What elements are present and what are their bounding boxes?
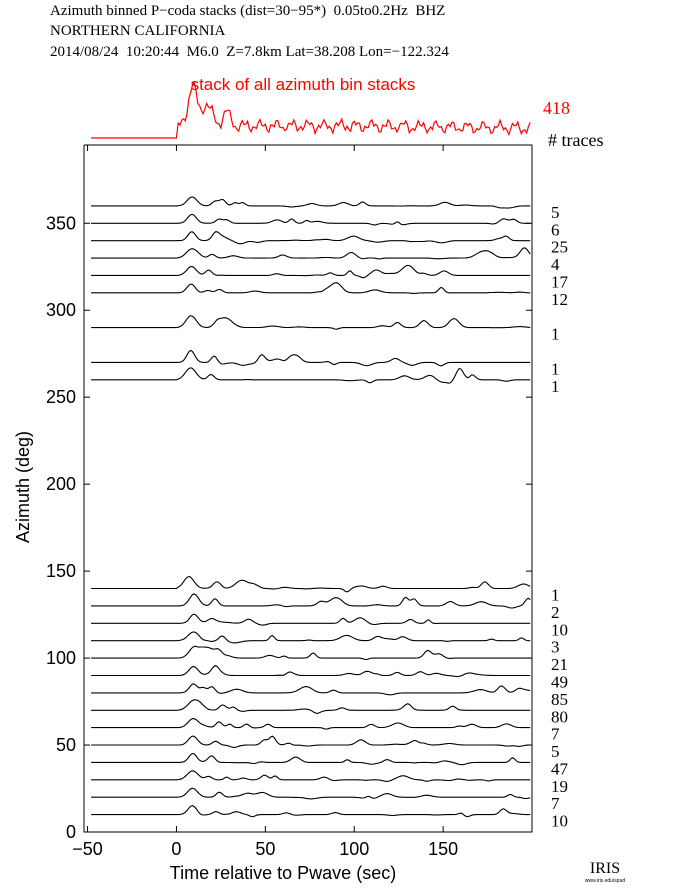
x-axis-label: Time relative to Pwave (sec) [170, 863, 396, 883]
trace-count-label: 47 [551, 759, 569, 778]
trace-line [91, 282, 531, 294]
trace-count-label: 21 [551, 655, 568, 674]
y-tick-label: 250 [46, 387, 76, 407]
trace-count-label: 6 [551, 220, 560, 239]
trace-count-label: 85 [551, 690, 568, 709]
trace-count-label: 1 [551, 377, 560, 396]
y-tick-label: 100 [46, 648, 76, 668]
trace-line [91, 631, 531, 644]
trace-line [91, 231, 531, 245]
trace-count-label: 5 [551, 203, 560, 222]
trace-count-label: 7 [551, 725, 560, 744]
trace-count-label: 10 [551, 812, 568, 831]
stack-count: 418 [543, 98, 570, 118]
x-tick-label: 50 [255, 839, 275, 859]
trace-line [91, 349, 531, 367]
x-tick-label: 0 [171, 839, 181, 859]
x-tick-label: 150 [428, 839, 458, 859]
trace-count-label: 25 [551, 238, 568, 257]
y-tick-label: 50 [56, 735, 76, 755]
trace-line [91, 575, 531, 593]
iris-logo-url: www.iris.edu/spud [585, 878, 626, 884]
trace-line [91, 699, 531, 714]
trace-line [91, 593, 531, 609]
trace-count-label: 1 [551, 586, 560, 605]
trace-line [91, 213, 531, 226]
trace-line [91, 683, 531, 696]
plot-frame [83, 144, 533, 833]
trace-count-label: 4 [551, 255, 560, 274]
trace-line [91, 752, 531, 766]
trace-line [91, 804, 531, 818]
trace-line [91, 367, 531, 384]
trace-count-label: 5 [551, 742, 560, 761]
count-header: # traces [548, 130, 603, 150]
trace-line [91, 613, 531, 626]
y-tick-label: 0 [66, 822, 76, 842]
y-tick-label: 350 [46, 213, 76, 233]
trace-count-label: 17 [551, 272, 569, 291]
trace-line [91, 735, 531, 748]
trace-line [91, 247, 531, 260]
trace-count-label: 1 [551, 359, 560, 378]
trace-line [91, 787, 531, 800]
trace-line [91, 645, 531, 661]
trace-count-label: 12 [551, 290, 568, 309]
y-axis-label: Azimuth (deg) [13, 431, 33, 543]
trace-count-label: 49 [551, 672, 568, 691]
trace-line [91, 264, 531, 279]
trace-count-label: 10 [551, 620, 568, 639]
summary-stack-group [91, 80, 531, 139]
trace-count-label: 3 [551, 638, 560, 657]
trace-count-label: 80 [551, 707, 568, 726]
trace-line [91, 664, 531, 678]
iris-logo-text: IRIS [590, 860, 620, 877]
trace-count-label: 19 [551, 777, 568, 796]
trace-count-label: 7 [551, 794, 560, 813]
iris-logo: IRIS www.iris.edu/spud [585, 860, 626, 884]
trace-count-label: 2 [551, 603, 560, 622]
y-tick-label: 300 [46, 300, 76, 320]
stack-label: stack of all azimuth bin stacks [191, 75, 416, 94]
trace-line [91, 770, 531, 782]
trace-count-label: 1 [551, 325, 560, 344]
trace-line [91, 718, 531, 730]
x-tick-label: 100 [339, 839, 369, 859]
summary-stack-line [91, 80, 531, 139]
header-event-info: 2014/08/24 10:20:44 M6.0 Z=7.8km Lat=38.… [50, 44, 449, 60]
trace-line [91, 196, 531, 209]
header-region: NORTHERN CALIFORNIA [50, 23, 226, 39]
trace-line [91, 315, 531, 330]
y-tick-label: 150 [46, 561, 76, 581]
x-tick-label: −50 [72, 839, 103, 859]
y-tick-label: 200 [46, 474, 76, 494]
header-title: Azimuth binned P−coda stacks (dist=30−95… [50, 3, 446, 19]
